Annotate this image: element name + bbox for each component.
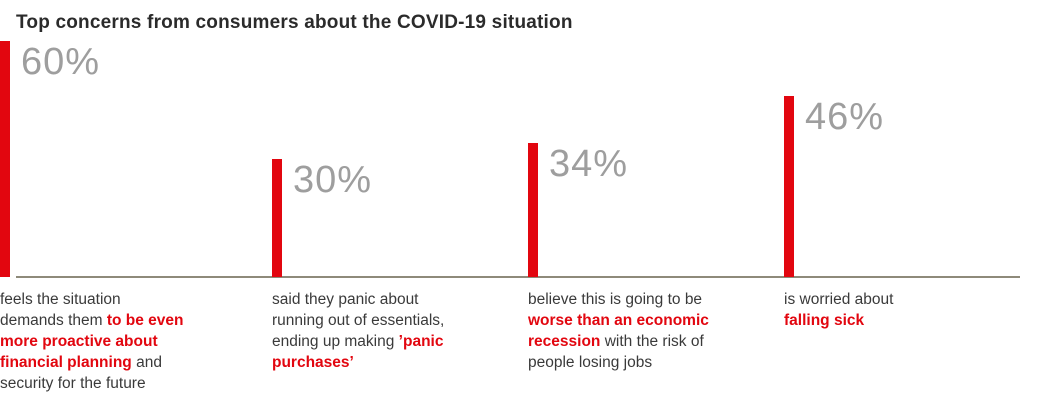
bar-financial-planning (0, 41, 10, 277)
highlighted-text-segment: falling sick (784, 312, 865, 329)
bar-description: is worried about falling sick (784, 289, 1024, 331)
highlighted-text-segment: more proactive about (0, 333, 158, 350)
text-segment: ending up making (272, 333, 399, 350)
bar-economic-recession (528, 143, 538, 277)
text-segment: is worried about (784, 291, 894, 308)
bar-description: believe this is going to be worse than an… (528, 289, 768, 373)
text-segment: feels the situation (0, 291, 121, 308)
bar-value-label: 46% (805, 96, 885, 138)
chart-title: Top concerns from consumers about the CO… (16, 12, 573, 33)
x-axis-line (16, 276, 1020, 278)
bar-falling-sick (784, 96, 794, 277)
chart-column-economic-recession: 34% believe this is going to be worse tha… (528, 0, 784, 405)
bar-value-label: 60% (21, 41, 101, 83)
text-segment: said they panic about (272, 291, 419, 308)
text-segment: and (131, 354, 162, 371)
text-segment: believe this is going to be (528, 291, 703, 308)
text-segment: with the risk of (600, 333, 704, 350)
bar-value-label: 34% (549, 143, 629, 185)
text-segment: people losing jobs (528, 354, 653, 371)
highlighted-text-segment: ’panic (398, 333, 444, 350)
chart-column-falling-sick: 46% is worried about falling sick (784, 0, 1038, 405)
text-segment: demands them (0, 312, 107, 329)
highlighted-text-segment: purchases’ (272, 354, 354, 371)
text-segment: security for the future (0, 375, 146, 392)
bar-panic-purchases (272, 159, 282, 277)
highlighted-text-segment: to be even (106, 312, 184, 329)
text-segment: running out of essentials, (272, 312, 445, 329)
bar-description: said they panic about running out of esse… (272, 289, 512, 373)
bar-description: feels the situation demands them to be ev… (0, 289, 240, 394)
chart-column-panic-purchases: 30% said they panic about running out of … (272, 0, 528, 405)
highlighted-text-segment: worse than an economic (528, 312, 709, 329)
bar-value-label: 30% (293, 159, 373, 201)
chart-column-financial-planning: 60% feels the situation demands them to b… (0, 0, 256, 405)
highlighted-text-segment: financial planning (0, 354, 132, 371)
highlighted-text-segment: recession (528, 333, 601, 350)
